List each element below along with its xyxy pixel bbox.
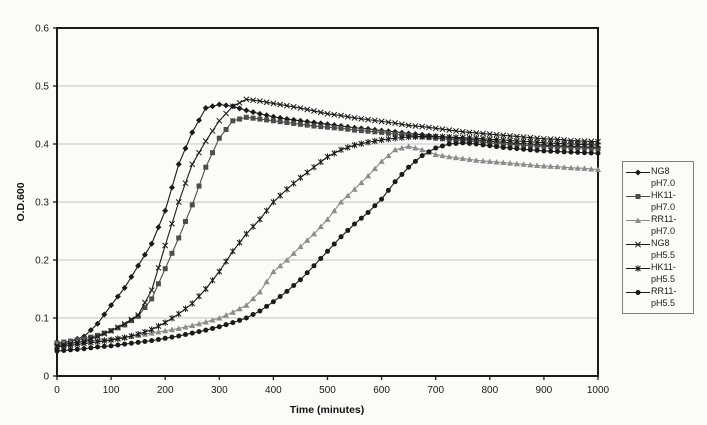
triangle-marker-icon [626,217,650,223]
x-tick-label: 500 [319,385,336,396]
legend-entry: NG8 pH5.5 [626,238,691,261]
legend-label: RR11- pH5.5 [651,286,677,308]
y-tick-label: 0.4 [35,140,49,151]
legend-entry: RR11- pH5.5 [626,286,691,309]
x-tick-label: 300 [211,385,228,396]
y-tick-label: 0.2 [35,256,49,267]
y-tick-label: 0.3 [35,198,49,209]
legend-label: HK11- pH5.5 [651,262,676,284]
x-tick-label: 200 [157,385,174,396]
circle-marker-icon [626,289,650,295]
x-tick-label: 1000 [587,385,610,396]
series-ng8-ph5-5 [54,96,601,349]
legend: NG8 pH7.0 HK11- pH7.0 RR11- pH7.0 NG8 pH5.5 HK11… [622,161,694,314]
x-tick-label: 800 [481,385,498,396]
legend-label: HK11- pH7.0 [651,190,676,212]
y-tick-label: 0.5 [35,82,49,93]
legend-entry: HK11- pH7.0 [626,190,691,213]
series-hk11-ph5-5 [54,133,601,351]
legend-label: NG8 pH5.5 [651,238,676,260]
series-rr11-ph5-5 [54,140,601,354]
x-tick-label: 600 [373,385,390,396]
y-tick-label: 0 [43,372,49,383]
x-tick-label: 700 [427,385,444,396]
x-tick-label: 900 [536,385,553,396]
y-tick-label: 0.6 [35,24,49,35]
x-tick-label: 0 [54,385,60,396]
diamond-marker-icon [626,169,650,175]
legend-entry: NG8 pH7.0 [626,166,691,189]
y-tick-label: 0.1 [35,314,49,325]
asterisk-marker-icon [626,264,650,272]
x-tick-label: 400 [265,385,282,396]
legend-label: NG8 pH7.0 [651,166,676,188]
legend-label: RR11- pH7.0 [651,214,677,236]
x-tick-label: 100 [103,385,120,396]
x-marker-icon [626,241,650,247]
legend-entry: HK11- pH5.5 [626,262,691,285]
y-axis-title: O.D.600 [15,182,27,222]
x-axis-title: Time (minutes) [289,404,365,416]
legend-entry: RR11- pH7.0 [626,214,691,237]
square-marker-icon [626,193,650,199]
